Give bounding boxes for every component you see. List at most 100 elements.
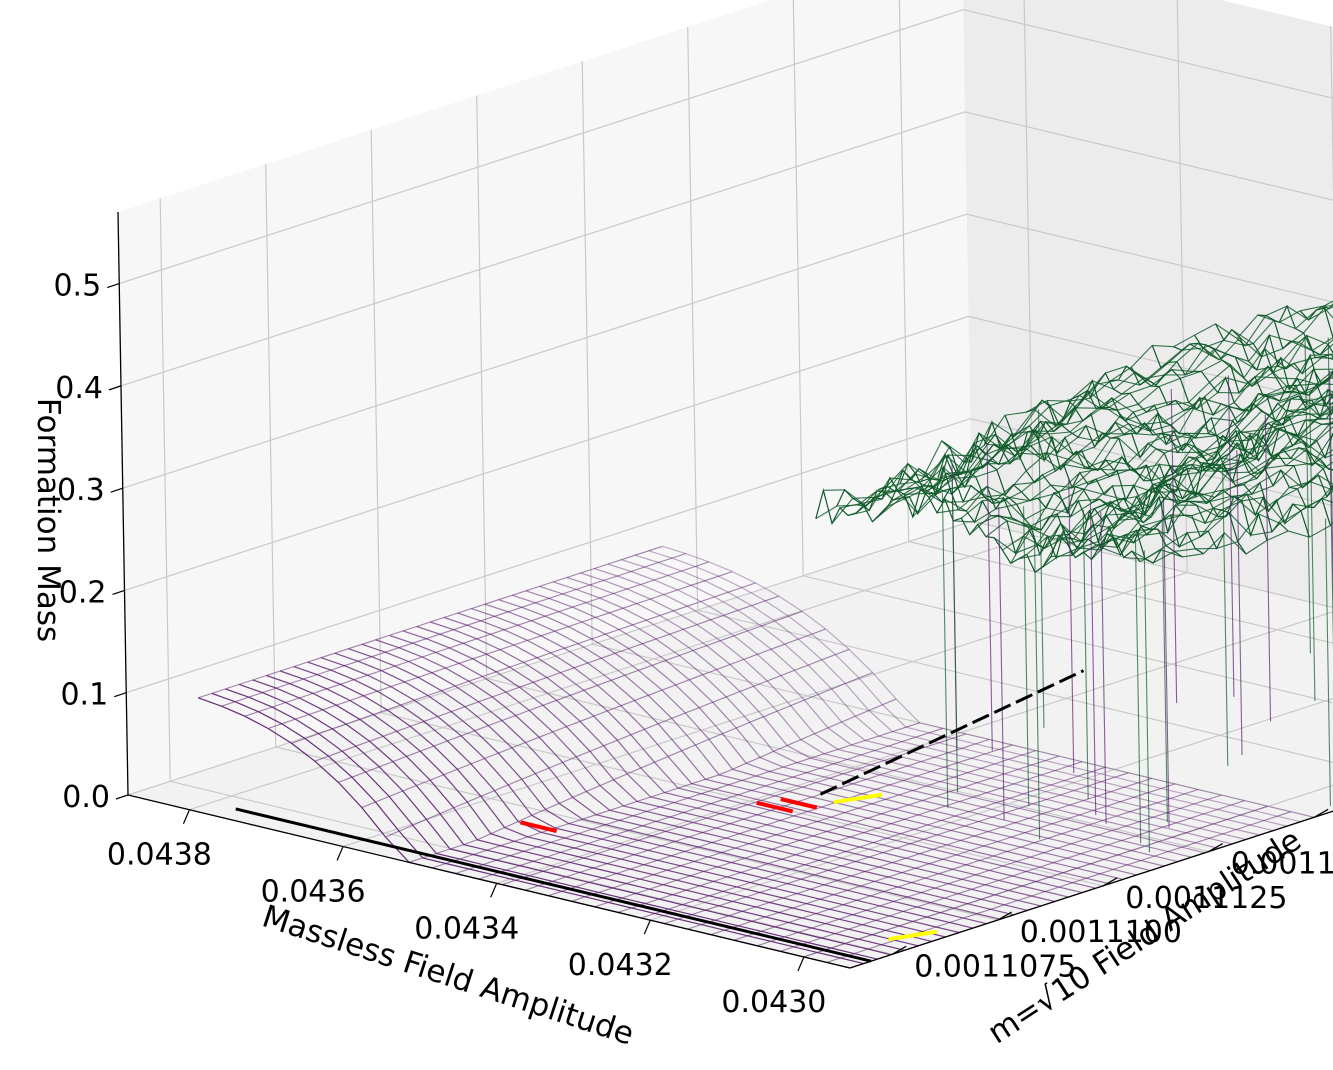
transition-curtain-line (1227, 375, 1235, 697)
y-tick-mark (1313, 808, 1329, 818)
tick-labels: 0.04380.04360.04340.04320.04300.00110750… (53, 269, 1333, 1020)
z-gridline (127, 520, 1333, 796)
y-tick-mark (1208, 843, 1223, 853)
high-branch-wire (1042, 426, 1333, 567)
z-tick-mark (110, 487, 123, 493)
low-branch-wire (501, 733, 967, 886)
transition-lines (235, 669, 1085, 963)
y-tick-label: 0.0011100 (1020, 915, 1182, 950)
low-branch-wire (314, 595, 779, 762)
gridlines (119, 0, 1333, 958)
low-branch-wire (244, 561, 710, 717)
z-axis-line (117, 211, 129, 796)
transition-curtain-line (1161, 502, 1168, 823)
transition-curtain-line (1082, 510, 1089, 800)
high-branch-wire (1066, 447, 1333, 545)
low-branch-wire (617, 761, 1083, 913)
yellow-line (833, 792, 883, 805)
low-branch-wire (338, 610, 803, 783)
x-tick-label: 0.0436 (261, 875, 366, 910)
x-gridline (650, 697, 1333, 921)
high-branch-wire (831, 300, 1333, 524)
low-branch-wire (267, 571, 733, 730)
y-tick-mark (891, 945, 907, 955)
x-tick-label: 0.0434 (414, 911, 519, 946)
low-branch-wire (524, 738, 990, 891)
z-tick-label: 0.1 (60, 678, 108, 713)
high-branch-wire (888, 353, 1333, 507)
low-branch-wire (571, 750, 1036, 902)
transition-curtain-line (1236, 450, 1243, 756)
high-branch-wire (1107, 474, 1333, 540)
high-branch-wire (961, 395, 1333, 520)
y-axis-line (849, 810, 1333, 969)
high-branch-wire (944, 395, 1333, 512)
black-line (235, 807, 872, 963)
transition-curtain-line (1089, 503, 1097, 815)
transition-curtain-line (998, 506, 1005, 821)
y-tick-mark (997, 911, 1012, 921)
low-branch-wire (221, 553, 686, 707)
low-branch-wire (733, 788, 1199, 941)
z-tick-label: 0.0 (62, 780, 110, 815)
high-branch-wire (1083, 462, 1333, 553)
high-branch-wire (936, 370, 1333, 514)
x-tick-label: 0.0430 (721, 985, 826, 1020)
high-branch-wire (912, 368, 1333, 518)
high-branch-wire (855, 341, 1333, 514)
z-axis-label: Formation Mass (30, 398, 66, 642)
z-tick-mark (112, 589, 125, 596)
transition-curtain-line (1143, 550, 1151, 853)
high-branch-wire (1026, 422, 1333, 555)
x-tick-mark (797, 956, 805, 972)
high-branch-wire (993, 411, 1333, 554)
low-branch-wire (757, 794, 1222, 947)
low-branch-wire (803, 805, 1268, 958)
high-branch-wire (1099, 481, 1333, 556)
low-branch-wire (455, 722, 920, 875)
x-tick-mark (182, 809, 190, 824)
z-tick-mark (114, 692, 127, 698)
z-tick-label: 0.2 (59, 575, 107, 610)
high-branch-wire (904, 375, 1333, 495)
z-tick-label: 0.5 (53, 269, 101, 304)
red-line (756, 800, 794, 814)
low-branch-surface (197, 545, 1315, 969)
transition-curtain-line (1324, 518, 1331, 806)
transition-curtain-line (1309, 392, 1316, 701)
transition-curtain-line (1037, 409, 1045, 728)
z-gridline (124, 315, 1333, 591)
transition-curtain-line (1304, 337, 1311, 654)
transition-curtain-line (1134, 538, 1142, 844)
x-tick-mark (490, 883, 498, 898)
x-gridline (496, 26, 1333, 884)
high-branch-wire (1010, 418, 1333, 564)
yellow-line (888, 929, 938, 942)
transition-curtain-line (986, 443, 993, 751)
high-branch-wire (863, 334, 1333, 507)
transition-curtain-line (1162, 496, 1170, 828)
black-line (819, 669, 1085, 796)
z-gridline (120, 111, 1333, 387)
high-branch-wire (920, 383, 1333, 503)
high-branch-wire (1050, 440, 1333, 558)
low-branch-wire (478, 727, 944, 880)
high-branch-wire (928, 376, 1333, 504)
high-branch-wire (1123, 484, 1333, 560)
z-gridline (126, 418, 1333, 694)
transition-curtain-line (1264, 414, 1272, 722)
high-branch-wire (1075, 448, 1333, 559)
high-branch-wire (1002, 401, 1333, 551)
left-pane (118, 0, 972, 795)
low-branch-wire (408, 672, 873, 863)
high-branch-wire (1173, 342, 1333, 419)
low-branch-wire (664, 772, 1129, 925)
red-line (520, 820, 558, 833)
transition-curtain-line (1100, 511, 1107, 824)
high-branch-wire (815, 305, 1333, 520)
low-branch-wire (385, 648, 850, 838)
z-tick-mark (108, 385, 122, 391)
z-gridline (119, 8, 1333, 285)
transition-curtain-line (1329, 370, 1333, 602)
high-branch-wire (1091, 461, 1333, 560)
